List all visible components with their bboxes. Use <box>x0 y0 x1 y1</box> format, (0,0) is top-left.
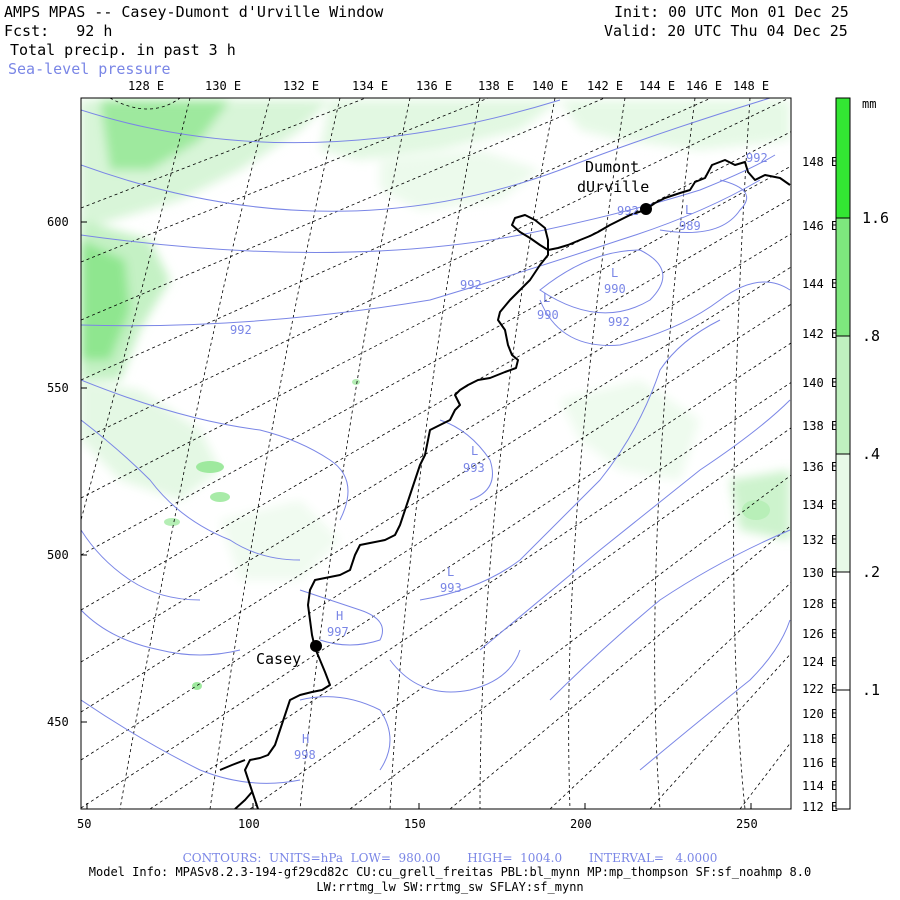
x-tick-label: 50 <box>77 817 91 831</box>
right-lon-label: 116 E <box>802 756 838 770</box>
right-lon-label: 146 E <box>802 219 838 233</box>
low-center: L <box>543 291 550 305</box>
top-lon-label: 148 E <box>733 79 769 93</box>
contour-label: 992 <box>617 204 639 218</box>
colorbar-label: .8 <box>862 327 880 345</box>
right-lon-label: 134 E <box>802 498 838 512</box>
contour-label: 992 <box>746 151 768 165</box>
high-center: H <box>336 609 343 623</box>
colorbar-label: 1.6 <box>862 209 889 227</box>
right-lon-label: 140 E <box>802 376 838 390</box>
station-name: Casey <box>256 650 301 668</box>
contour-label: 992 <box>460 278 482 292</box>
model-info-line2: LW:rrtmg_lw SW:rrtmg_sw SFLAY:sf_mynn <box>316 880 584 894</box>
model-info: Model Info: MPASv8.2.3-194-gf29cd82c CU:… <box>88 865 812 879</box>
y-tick-label: 450 <box>47 715 69 729</box>
y-axis-labels: 600 550 500 450 <box>47 215 69 729</box>
top-lon-label: 136 E <box>416 79 452 93</box>
top-lon-label: 144 E <box>639 79 675 93</box>
right-lon-label: 120 E <box>802 707 838 721</box>
x-axis <box>86 803 752 809</box>
colorbar-label: .4 <box>862 445 880 463</box>
colorbar-segment <box>836 218 850 336</box>
right-lon-label: 142 E <box>802 327 838 341</box>
high-center: H <box>302 732 309 746</box>
y-tick-label: 600 <box>47 215 69 229</box>
overlay-name: Sea-level pressure <box>8 60 171 78</box>
contour-info: CONTOURS: UNITS=hPa LOW= 980.00 HIGH= 10… <box>182 851 718 865</box>
contour-label: 997 <box>327 625 349 639</box>
low-center: L <box>611 266 618 280</box>
right-lon-label: 122 E <box>802 682 838 696</box>
colorbar-segment <box>836 336 850 454</box>
station-casey: Casey <box>256 640 322 668</box>
contour-label: 990 <box>604 282 626 296</box>
top-lon-label: 140 E <box>532 79 568 93</box>
top-lon-label: 146 E <box>686 79 722 93</box>
right-lon-label: 118 E <box>802 732 838 746</box>
colorbar-label: .1 <box>862 681 880 699</box>
low-center: L <box>471 444 478 458</box>
right-lon-label: 126 E <box>802 627 838 641</box>
precip-field <box>81 100 790 580</box>
top-lon-label: 138 E <box>478 79 514 93</box>
right-lon-label: 144 E <box>802 277 838 291</box>
station-marker <box>640 203 652 215</box>
right-lon-label: 128 E <box>802 597 838 611</box>
top-lon-label: 130 E <box>205 79 241 93</box>
contour-label: 992 <box>230 323 252 337</box>
colorbar-segment <box>836 454 850 572</box>
station-name: Dumont <box>585 158 639 176</box>
station-dumont-durville: Dumont dUrville <box>577 158 652 215</box>
forecast-hour: Fcst: 92 h <box>4 22 113 40</box>
station-name: dUrville <box>577 178 649 196</box>
x-tick-label: 150 <box>404 817 426 831</box>
colorbar-unit: mm <box>862 97 876 111</box>
right-lon-label: 132 E <box>802 533 838 547</box>
init-time: Init: 00 UTC Mon 01 Dec 25 <box>614 3 849 21</box>
right-lon-label: 114 E <box>802 779 838 793</box>
top-lon-label: 128 E <box>128 79 164 93</box>
x-tick-label: 250 <box>736 817 758 831</box>
low-center: L <box>685 203 692 217</box>
contour-label: 993 <box>463 461 485 475</box>
right-lon-label: 112 E <box>802 800 838 814</box>
field-name: Total precip. in past 3 h <box>10 41 236 59</box>
plot-frame <box>80 97 792 810</box>
y-tick-label: 500 <box>47 548 69 562</box>
low-center: L <box>447 565 454 579</box>
x-axis-labels: 50 100 150 200 250 <box>77 817 758 831</box>
contour-label: 998 <box>294 748 316 762</box>
x-tick-label: 100 <box>238 817 260 831</box>
station-marker <box>310 640 322 652</box>
colorbar-segment <box>836 98 850 218</box>
graticule <box>81 98 791 809</box>
right-lon-label: 136 E <box>802 460 838 474</box>
right-lon-label: 124 E <box>802 655 838 669</box>
map-title: AMPS MPAS -- Casey-Dumont d'Urville Wind… <box>4 3 384 21</box>
valid-time: Valid: 20 UTC Thu 04 Dec 25 <box>604 22 848 40</box>
coastline <box>219 159 791 809</box>
pressure-contours <box>81 98 791 784</box>
contour-labels: 992 992 992 992 992 989 L 990 L 990 L L … <box>230 151 768 762</box>
top-lon-label: 134 E <box>352 79 388 93</box>
top-lon-label: 132 E <box>283 79 319 93</box>
right-lon-label: 148 E <box>802 155 838 169</box>
contour-label: 990 <box>537 308 559 322</box>
right-lon-label: 130 E <box>802 566 838 580</box>
precip-spots <box>164 379 770 690</box>
x-tick-label: 200 <box>570 817 592 831</box>
contour-label: 989 <box>679 219 701 233</box>
y-axis <box>81 221 87 723</box>
top-lon-label: 142 E <box>587 79 623 93</box>
right-longitude-labels: 148 E 146 E 144 E 142 E 140 E 138 E 136 … <box>802 155 838 814</box>
contour-label: 992 <box>608 315 630 329</box>
y-tick-label: 550 <box>47 381 69 395</box>
colorbar-label: .2 <box>862 563 880 581</box>
contour-label: 993 <box>440 581 462 595</box>
right-lon-label: 138 E <box>802 419 838 433</box>
top-longitude-labels: 128 E 130 E 132 E 134 E 136 E 138 E 140 … <box>128 79 769 93</box>
colorbar: mm 1.6 .8 .4 .2 .1 <box>835 97 889 810</box>
